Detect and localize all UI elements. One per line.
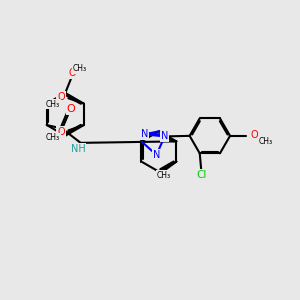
Text: N: N [141,129,148,139]
Text: Cl: Cl [196,170,206,180]
Text: N: N [161,131,168,141]
Text: N: N [153,150,160,160]
Text: CH₃: CH₃ [73,64,87,74]
Text: CH₃: CH₃ [46,133,60,142]
Text: O: O [57,92,65,102]
Text: CH₃: CH₃ [259,137,273,146]
Text: O: O [67,104,76,114]
Text: NH: NH [71,144,86,154]
Text: CH₃: CH₃ [157,171,171,180]
Text: O: O [57,127,65,137]
Text: O: O [68,68,76,78]
Text: CH₃: CH₃ [46,100,60,109]
Text: O: O [250,130,258,140]
